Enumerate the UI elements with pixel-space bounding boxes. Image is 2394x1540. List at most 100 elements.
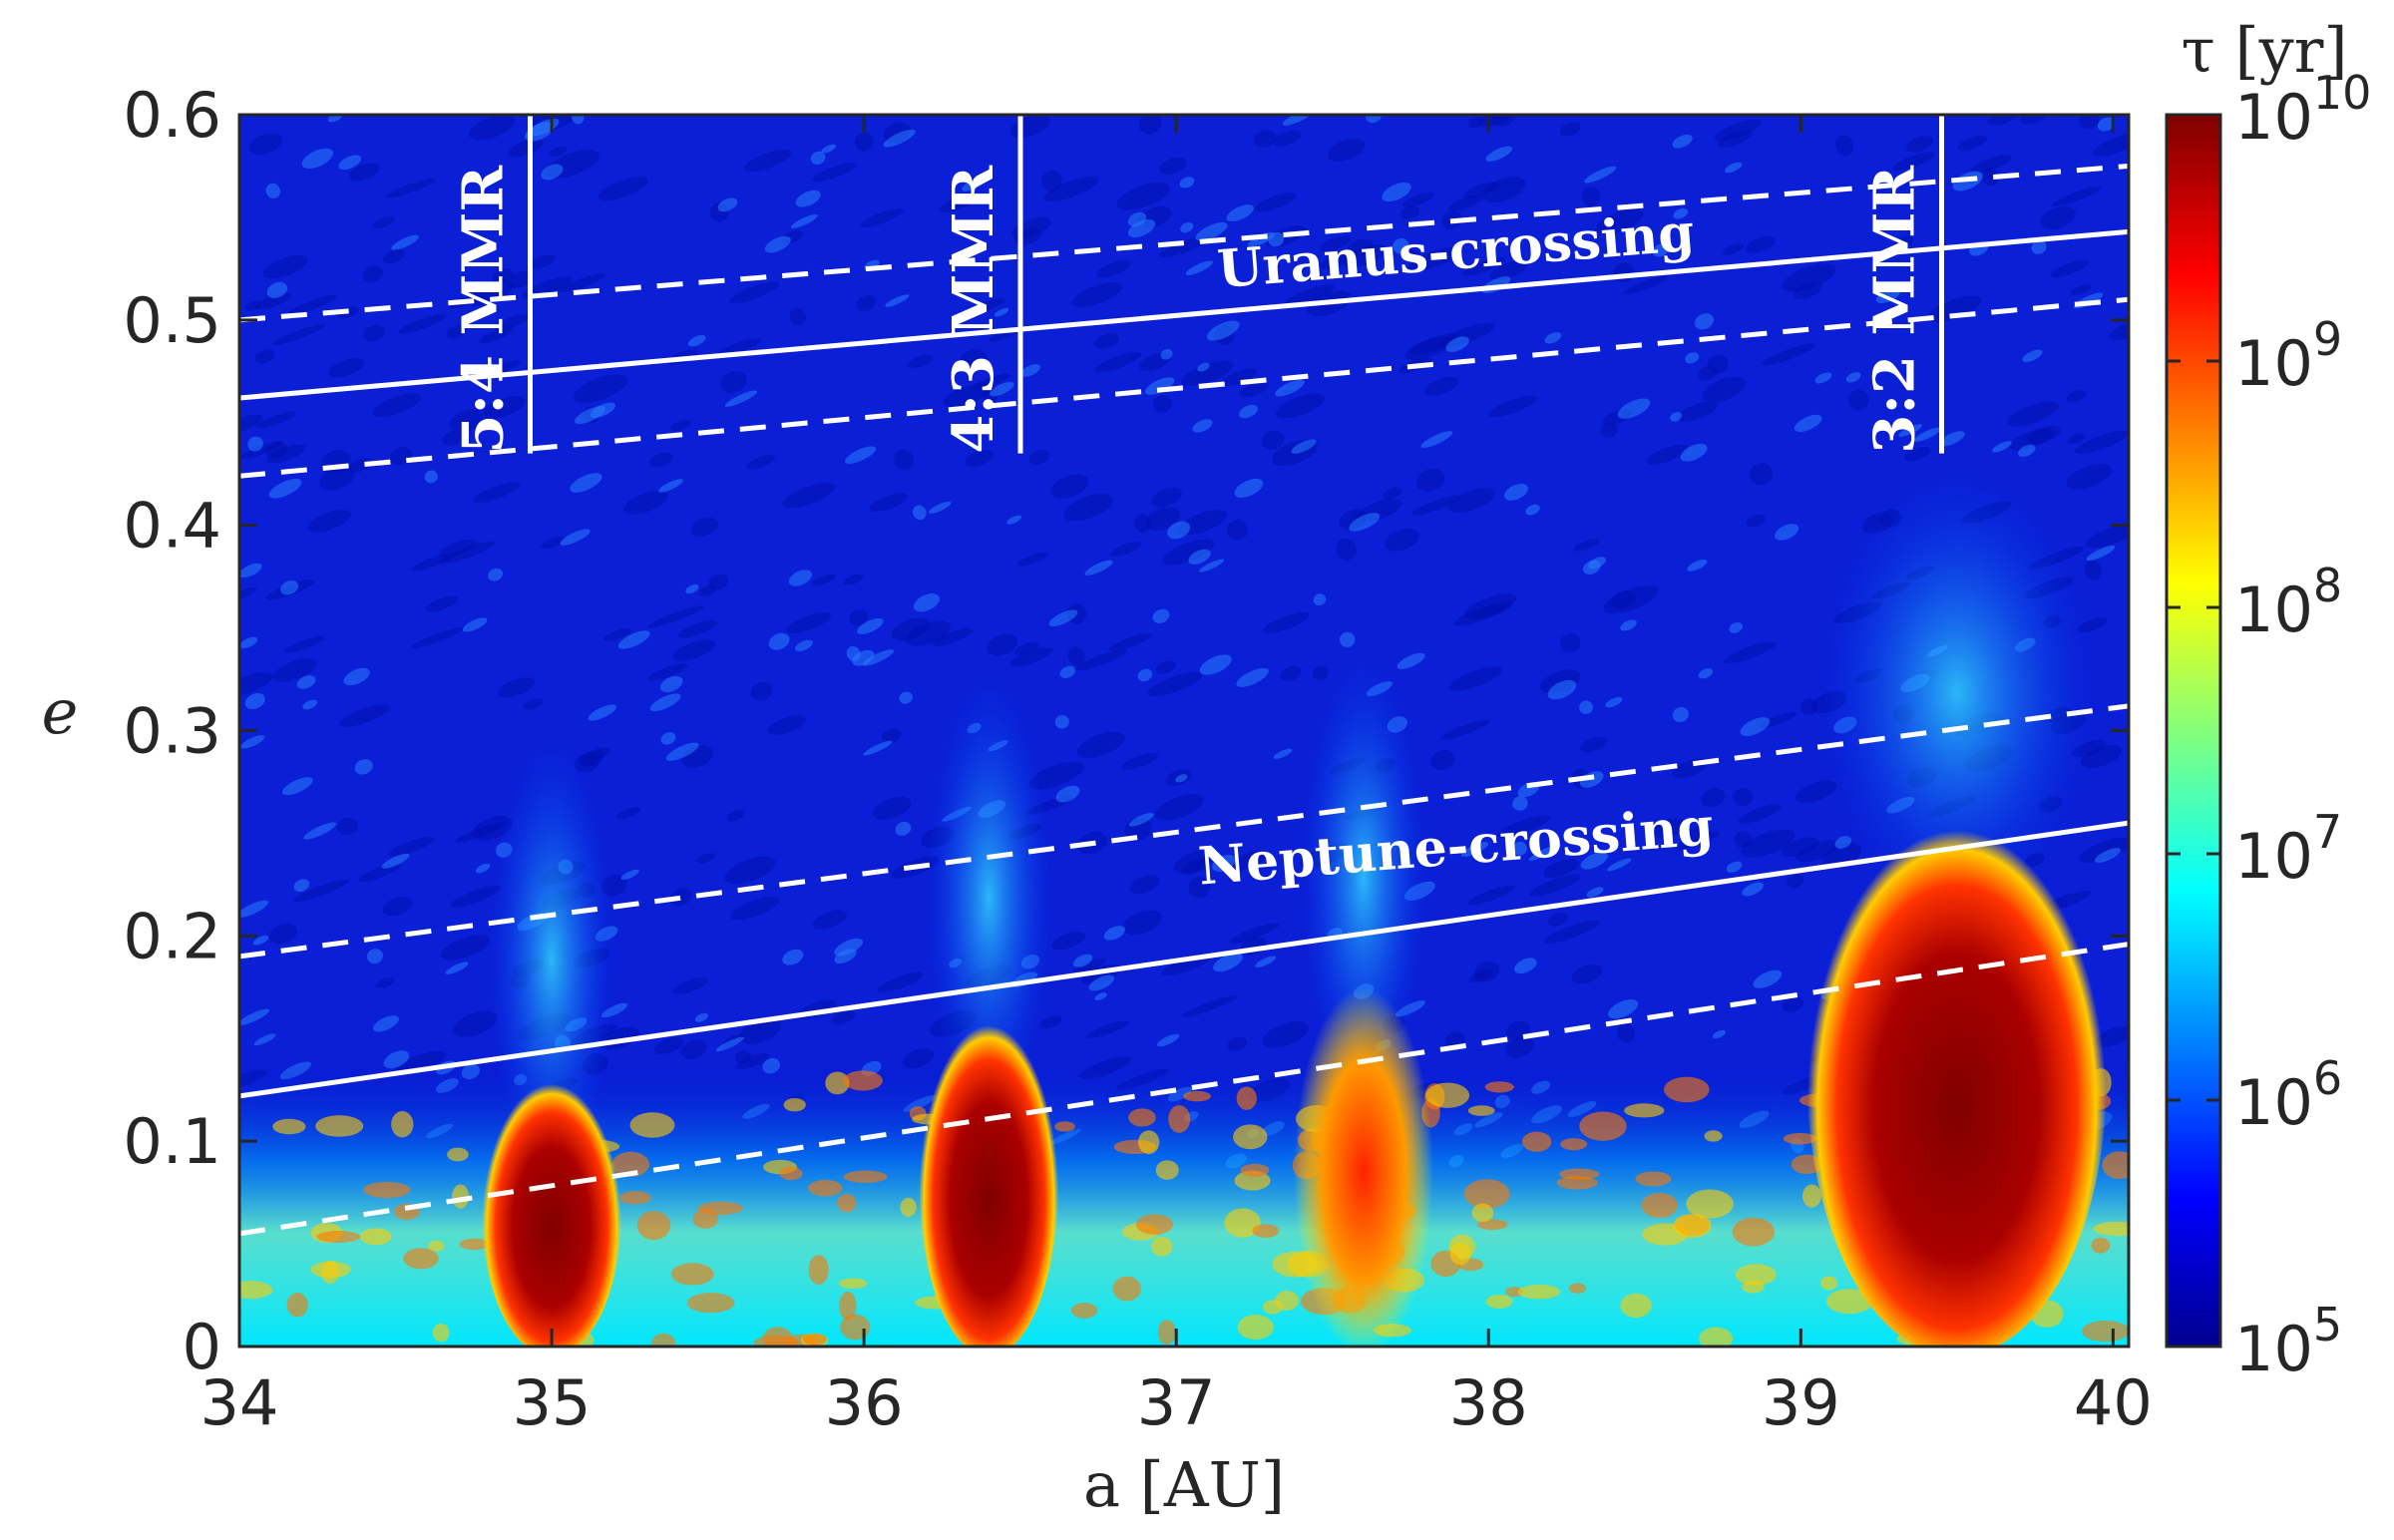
heatmap-cell <box>1834 836 1852 849</box>
colorbar-tick-label: 108 <box>2234 559 2342 646</box>
heatmap-cell <box>1525 504 1540 516</box>
heatmap-cell <box>860 208 904 227</box>
heatmap-cell <box>1795 780 1837 803</box>
heatmap-cell <box>1138 115 1162 135</box>
heatmap-cell <box>1904 447 1931 462</box>
heatmap-cell <box>943 382 994 408</box>
heatmap-cell <box>1847 389 1869 411</box>
heatmap-cell <box>598 177 648 201</box>
heatmap-cell <box>928 501 952 514</box>
heatmap-cell <box>343 667 370 686</box>
heatmap-cell <box>1284 284 1335 306</box>
heatmap-cell <box>1183 1090 1211 1102</box>
heatmap-cell <box>1673 207 1689 219</box>
heatmap-cell <box>965 450 994 467</box>
heatmap-cell <box>1224 1208 1261 1238</box>
heatmap-cell <box>280 580 299 595</box>
heatmap-cell <box>2009 428 2054 451</box>
heatmap-cell <box>2040 206 2076 230</box>
heatmap-cell <box>750 682 773 701</box>
heatmap-cell <box>1396 652 1425 669</box>
heatmap-cell <box>1178 510 1227 536</box>
heatmap-cell <box>1814 372 1832 384</box>
heatmap-cell <box>255 292 291 310</box>
heatmap-cell <box>571 115 585 125</box>
heatmap-cell <box>690 517 719 537</box>
heatmap-cell <box>1145 507 1181 531</box>
heatmap-cell <box>1787 874 1804 888</box>
heatmap-cell <box>1981 168 1999 187</box>
heatmap-cell <box>685 584 699 594</box>
heatmap-cell <box>573 374 628 403</box>
heatmap-cell <box>762 1327 793 1347</box>
heatmap-cell <box>913 593 940 612</box>
heatmap-cell <box>1783 1132 1817 1145</box>
heatmap-cell <box>1393 237 1409 254</box>
heatmap-cell <box>315 1115 364 1137</box>
heatmap-cell <box>239 900 269 918</box>
heatmap-cell <box>1072 954 1093 967</box>
heatmap-cell <box>328 357 365 378</box>
heatmap-cell <box>452 1010 498 1037</box>
heatmap-cell <box>1185 260 1214 275</box>
heatmap-cell <box>1505 1037 1534 1058</box>
heatmap-cell <box>617 630 650 649</box>
heatmap-cell <box>424 470 438 484</box>
heatmap-cell <box>856 295 877 311</box>
heatmap-cell <box>265 441 287 459</box>
heatmap-cell <box>795 190 821 207</box>
heatmap-cell <box>1488 395 1537 417</box>
heatmap-cell <box>1339 631 1356 647</box>
heatmap-cell <box>1221 368 1258 386</box>
heatmap-cell <box>715 1036 745 1052</box>
heatmap-cell <box>266 281 288 299</box>
heatmap-cell <box>843 1070 883 1091</box>
heatmap-cell <box>449 885 503 908</box>
heatmap-cell <box>391 1111 414 1138</box>
heatmap-cell <box>1197 362 1210 372</box>
heatmap-cell <box>862 649 895 666</box>
heatmap-cell <box>1740 717 1771 737</box>
heatmap-cell <box>1449 1242 1471 1266</box>
heatmap-cell <box>1155 794 1204 821</box>
heatmap-cell <box>447 1147 469 1162</box>
heatmap-cell <box>1206 320 1240 341</box>
heatmap-cell <box>1312 665 1330 680</box>
heatmap-cell <box>2066 390 2087 403</box>
heatmap-cell <box>790 213 818 228</box>
heatmap-cell <box>1489 260 1528 280</box>
resonance-label: 3:2 MMR <box>1862 166 1928 454</box>
heatmap-cell <box>483 396 526 419</box>
colorbar-tick-label: 105 <box>2234 1298 2342 1385</box>
heatmap-cell <box>1261 430 1285 451</box>
heatmap-cell <box>252 935 269 946</box>
heatmap-cell <box>1093 352 1142 373</box>
resonance-plume <box>1301 658 1427 1098</box>
heatmap-cell <box>432 1323 450 1343</box>
heatmap-cell <box>283 635 325 653</box>
heatmap-cell <box>1835 135 1854 157</box>
heatmap-cell <box>1579 700 1593 714</box>
heatmap-cell <box>1291 439 1317 454</box>
heatmap-cell <box>446 325 467 339</box>
heatmap-cell <box>857 617 884 634</box>
heatmap-cell <box>372 393 421 417</box>
heatmap-cell <box>1225 850 1268 873</box>
heatmap-cell <box>1686 1189 1734 1219</box>
resonance-plume <box>926 678 1052 1118</box>
x-tick-label: 34 <box>200 1366 279 1439</box>
heatmap-cell <box>899 691 913 704</box>
heatmap-cell <box>425 595 459 612</box>
heatmap-cell <box>1255 956 1277 967</box>
colorbar-ticks: 105 106 107 108 109 1010 <box>2167 66 2371 1385</box>
heatmap-cell <box>1496 815 1551 839</box>
heatmap-cell <box>1913 427 1942 442</box>
heatmap-cell <box>492 267 514 283</box>
heatmap-cell <box>1020 364 1041 377</box>
heatmap-cell <box>479 327 514 343</box>
heatmap-cell <box>1505 1286 1523 1298</box>
heatmap-cell <box>1128 812 1154 827</box>
heatmap-cell <box>293 879 310 893</box>
heatmap-cell <box>602 627 632 641</box>
